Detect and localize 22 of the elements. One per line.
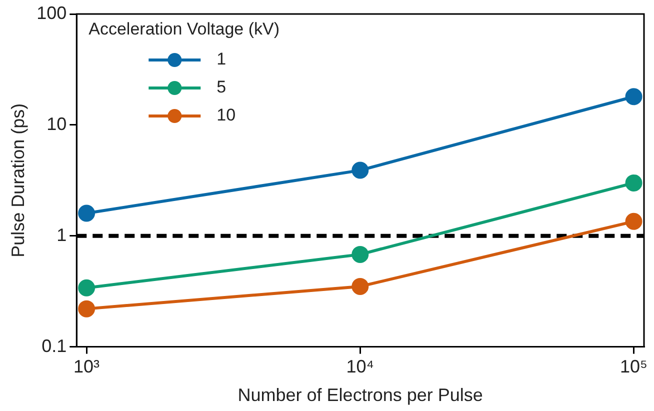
point: [352, 278, 369, 295]
point: [352, 162, 369, 179]
legend-title: Acceleration Voltage (kV): [88, 20, 280, 39]
legend-label: 5: [216, 78, 226, 97]
y-tick-label: 100: [36, 2, 67, 23]
legend-label: 10: [216, 106, 236, 125]
x-tick-label: 10⁴: [346, 356, 374, 377]
x-tick-label: 10⁵: [620, 356, 648, 377]
y-tick-label: 10: [46, 114, 67, 134]
y-axis-title: Pulse Duration (ps): [8, 103, 28, 258]
point: [78, 300, 96, 318]
point: [78, 204, 96, 222]
x-axis-title: Number of Electrons per Pulse: [238, 385, 483, 406]
legend-label: 1: [216, 50, 226, 69]
point: [625, 174, 642, 192]
point: [625, 212, 642, 230]
y-tick-label: 1: [56, 224, 67, 245]
point: [625, 88, 642, 106]
y-tick-label: 0.1: [42, 336, 67, 356]
point: [352, 246, 369, 263]
point: [78, 279, 96, 296]
x-tick-label: 10³: [74, 356, 100, 377]
